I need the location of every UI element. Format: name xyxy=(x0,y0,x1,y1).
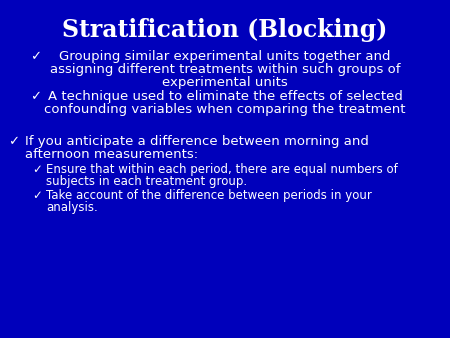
Text: Ensure that within each period, there are equal numbers of: Ensure that within each period, there ar… xyxy=(46,163,398,176)
Text: Grouping similar experimental units together and: Grouping similar experimental units toge… xyxy=(59,50,391,63)
Text: ✓: ✓ xyxy=(30,90,41,103)
Text: Take account of the difference between periods in your: Take account of the difference between p… xyxy=(46,189,372,202)
Text: ✓: ✓ xyxy=(30,50,41,63)
Text: A technique used to eliminate the effects of selected: A technique used to eliminate the effect… xyxy=(48,90,402,103)
Text: ✓: ✓ xyxy=(32,163,42,176)
Text: ✓: ✓ xyxy=(8,135,19,148)
Text: assigning different treatments within such groups of: assigning different treatments within su… xyxy=(50,63,400,76)
Text: experimental units: experimental units xyxy=(162,76,288,89)
Text: Stratification (Blocking): Stratification (Blocking) xyxy=(62,18,388,42)
Text: If you anticipate a difference between morning and: If you anticipate a difference between m… xyxy=(25,135,369,148)
Text: afternoon measurements:: afternoon measurements: xyxy=(25,148,198,161)
Text: ✓: ✓ xyxy=(32,189,42,202)
Text: analysis.: analysis. xyxy=(46,201,98,214)
Text: subjects in each treatment group.: subjects in each treatment group. xyxy=(46,175,247,188)
Text: confounding variables when comparing the treatment: confounding variables when comparing the… xyxy=(44,103,406,116)
